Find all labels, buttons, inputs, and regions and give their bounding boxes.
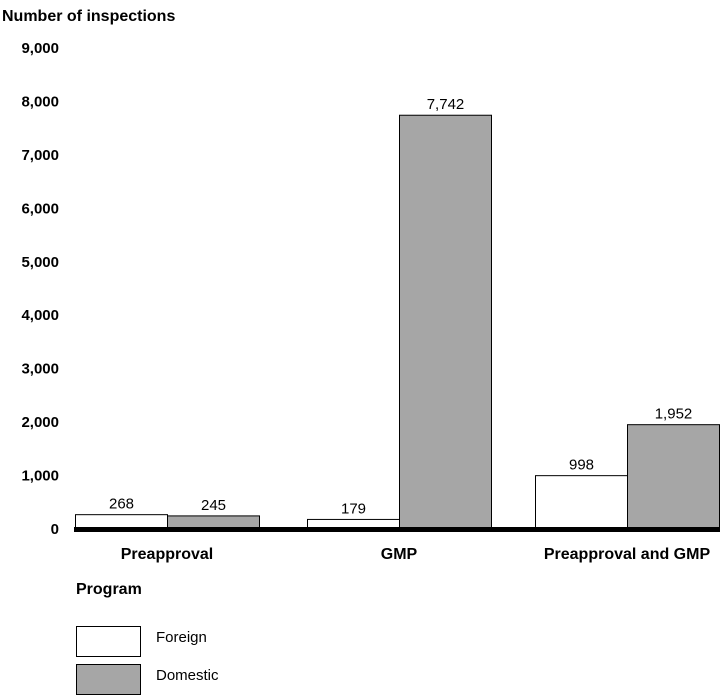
- bar-value-label: 245: [201, 497, 226, 514]
- y-axis-ticks: 0 1,000 2,000 3,000 4,000 5,000 6,000 7,000 8,00…: [21, 40, 59, 538]
- bar-preapproval-and-gmp-foreign: [535, 475, 628, 530]
- bar-value-label: 998: [569, 457, 594, 474]
- legend-swatch-domestic: [76, 664, 141, 695]
- legend-swatch-foreign: [76, 626, 141, 657]
- x-axis-category-labels: Preapproval GMP Preapproval and GMP: [121, 546, 711, 563]
- y-tick-label: 5,000: [21, 254, 59, 271]
- y-tick-label: 8,000: [21, 93, 59, 110]
- category-label-preapproval-and-gmp: Preapproval and GMP: [544, 546, 711, 563]
- y-tick-label: 1,000: [21, 468, 59, 485]
- x-axis-title: Program: [76, 581, 142, 598]
- y-tick-label: 9,000: [21, 40, 59, 57]
- bar-value-label: 1,952: [655, 406, 693, 423]
- category-label-gmp: GMP: [381, 546, 418, 563]
- y-axis-title: Number of inspections: [2, 8, 175, 25]
- bar-value-labels: 268 245 179 7,742 998 1,952: [109, 96, 692, 517]
- y-tick-label: 3,000: [21, 361, 59, 378]
- y-tick-label: 0: [51, 521, 59, 538]
- legend-label-foreign: Foreign: [156, 629, 207, 646]
- bar-value-label: 7,742: [427, 96, 465, 113]
- legend: Foreign Domestic: [76, 626, 219, 695]
- y-tick-label: 4,000: [21, 307, 59, 324]
- y-tick-label: 2,000: [21, 414, 59, 431]
- bar-value-label: 179: [341, 500, 366, 517]
- bar-gmp-domestic: [399, 114, 492, 530]
- legend-label-domestic: Domestic: [156, 667, 219, 684]
- y-tick-label: 6,000: [21, 200, 59, 217]
- bar-preapproval-foreign: [75, 514, 168, 530]
- x-axis-baseline: [74, 527, 720, 532]
- category-label-preapproval: Preapproval: [121, 546, 213, 563]
- bar-preapproval-and-gmp-domestic: [627, 424, 720, 530]
- bar-value-label: 268: [109, 496, 134, 513]
- y-tick-label: 7,000: [21, 147, 59, 164]
- bars-group: [75, 114, 720, 530]
